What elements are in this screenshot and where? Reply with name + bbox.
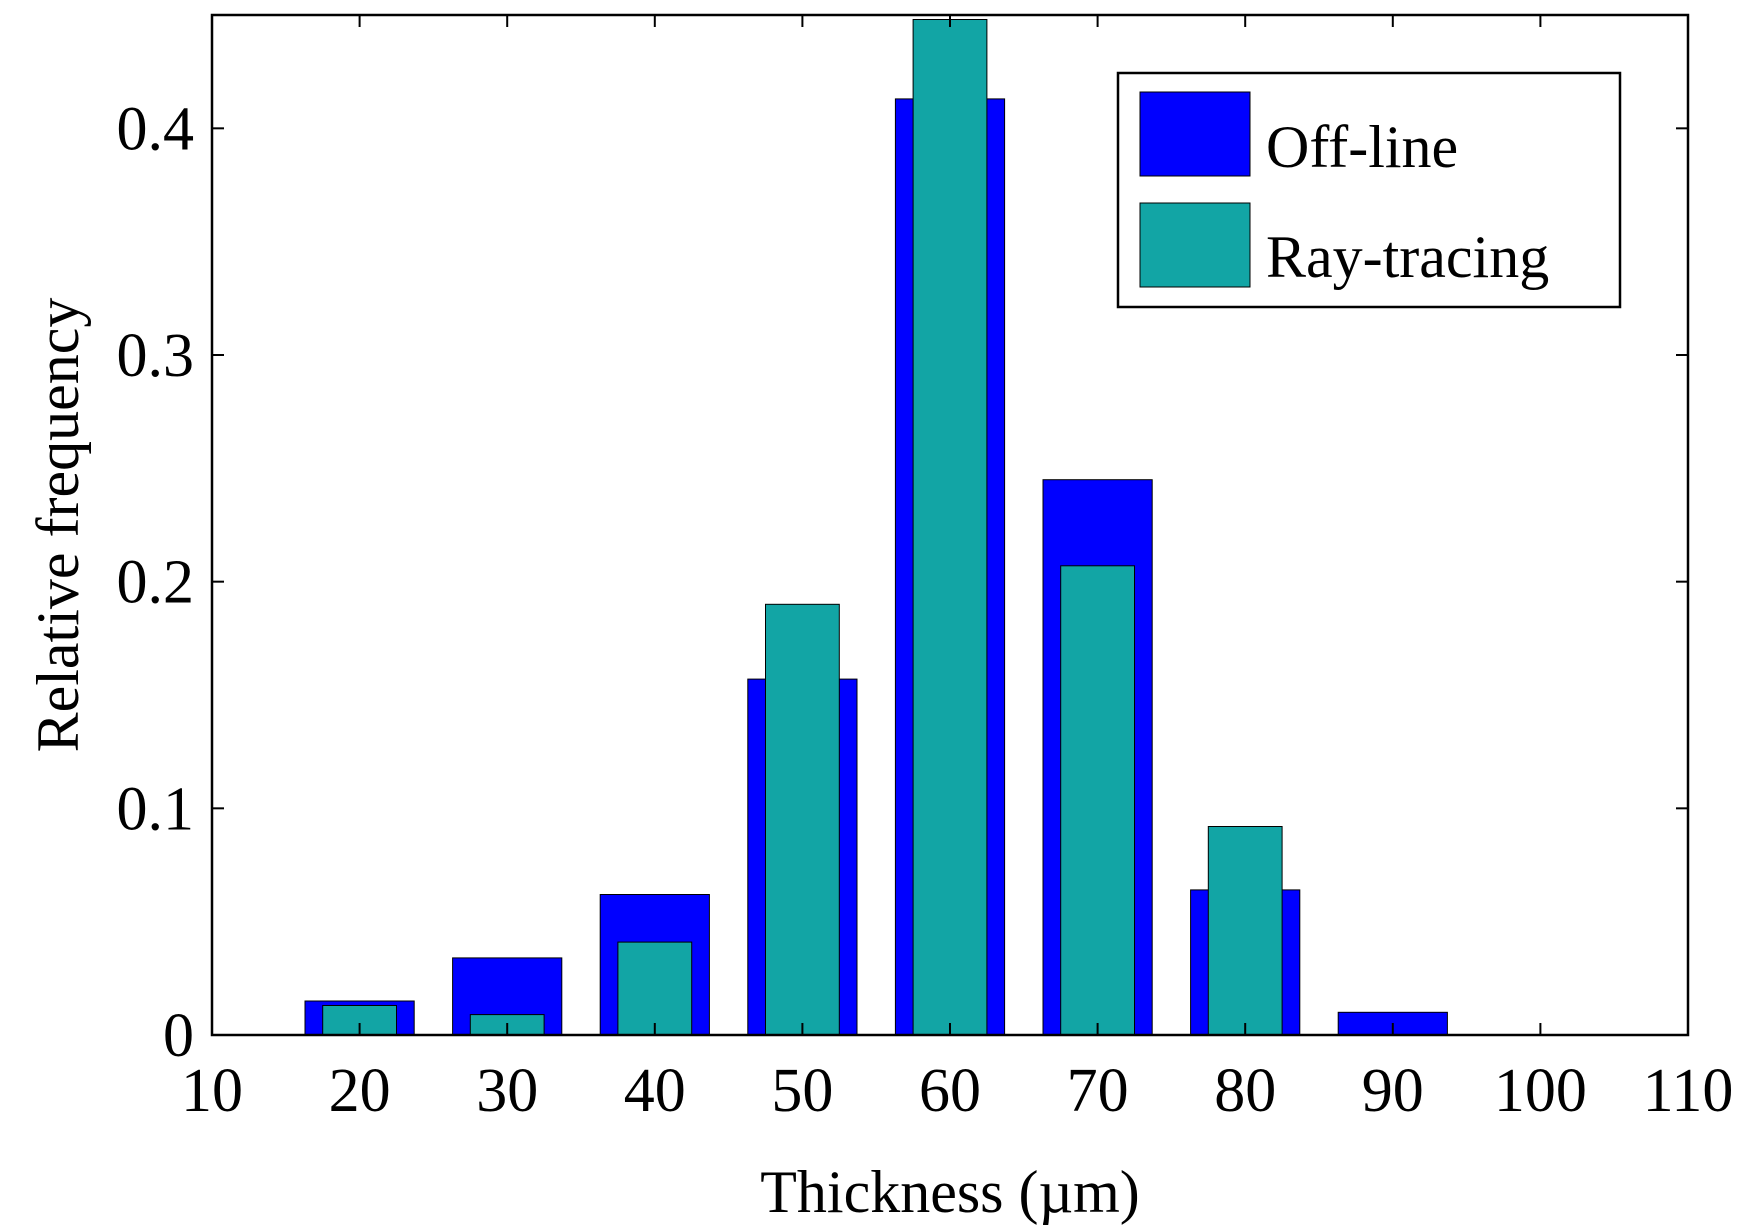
bar-ray-tracing-80: [1207, 826, 1283, 1036]
x-axis-title: Thickness (µm): [760, 1159, 1139, 1225]
x-tick-label: 10: [181, 1057, 243, 1125]
bar-ray-tracing-50: [765, 603, 840, 1036]
x-tick-label: 90: [1362, 1057, 1424, 1125]
y-tick-label: 0.4: [117, 95, 195, 163]
y-tick-label: 0.3: [117, 322, 195, 390]
x-tick-label: 110: [1643, 1057, 1734, 1125]
legend-swatch-off-line: [1139, 91, 1251, 177]
y-tick-label: 0.2: [117, 549, 195, 617]
x-tick-label: 60: [919, 1057, 981, 1125]
bar-ray-tracing-60: [912, 19, 988, 1036]
y-tick-label: 0.1: [117, 775, 195, 843]
y-axis-title: Relative frequency: [25, 298, 91, 753]
x-tick-label: 80: [1214, 1057, 1276, 1125]
legend-swatch-ray-tracing: [1139, 202, 1251, 288]
legend-label-ray-tracing: Ray-tracing: [1266, 224, 1549, 290]
bar-ray-tracing-40: [617, 941, 693, 1036]
x-tick-label: 50: [771, 1057, 833, 1125]
plot-area-frame: [210, 13, 1690, 1037]
bar-ray-tracing-70: [1060, 565, 1135, 1036]
x-tick-label: 40: [624, 1057, 686, 1125]
ticks-layer: 10 20 30 40 50 60 70 80 90 100 110 0 0.1 0.2 0.3 0.4: [117, 15, 1734, 1125]
bars-layer: [304, 19, 1448, 1036]
x-tick-label: 70: [1067, 1057, 1129, 1125]
y-tick-label: 0: [163, 1002, 194, 1070]
legend-label-off-line: Off-line: [1266, 114, 1458, 180]
x-tick-label: 30: [476, 1057, 538, 1125]
x-tick-label: 20: [329, 1057, 391, 1125]
legend: Off-line Ray-tracing: [1116, 71, 1622, 309]
x-tick-label: 100: [1494, 1057, 1587, 1125]
